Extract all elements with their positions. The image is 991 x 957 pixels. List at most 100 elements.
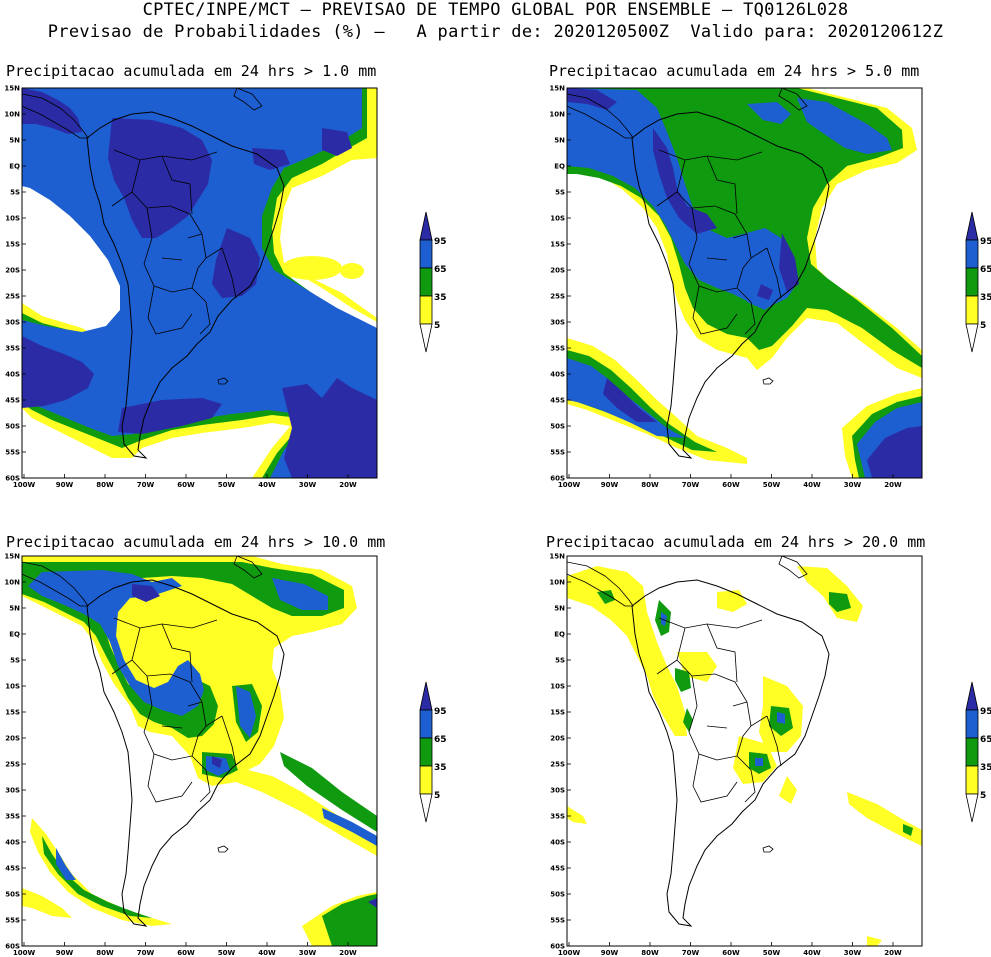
lat-tick-label: 35S <box>550 813 565 821</box>
lat-tick-label: 35S <box>550 345 565 353</box>
lon-tick-label: 20W <box>884 949 902 957</box>
lon-tick-label: 30W <box>299 481 317 489</box>
lat-tick-label: 20S <box>550 267 565 275</box>
lat-tick-label: 45S <box>5 865 20 873</box>
panel-3-title: Precipitacao acumulada em 24 hrs > 10.0 … <box>6 533 386 551</box>
panel-1-title: Precipitacao acumulada em 24 hrs > 1.0 m… <box>6 62 377 80</box>
lat-tick-label: 10S <box>550 215 565 223</box>
lat-tick-label: 20S <box>5 735 20 743</box>
colorbar-arrow-top <box>419 211 433 241</box>
lat-tick-label: 50S <box>5 891 20 899</box>
lon-tick-label: 20W <box>339 949 357 957</box>
lat-tick-label: 20S <box>5 267 20 275</box>
lat-tick-label: 30S <box>5 319 20 327</box>
lat-tick-label: 15S <box>5 241 20 249</box>
lon-tick-label: 100W <box>558 481 581 489</box>
lat-tick-label: 5N <box>554 605 565 613</box>
lon-tick-label: 20W <box>884 481 902 489</box>
lat-tick-label: 5N <box>554 137 565 145</box>
lon-tick-label: 100W <box>13 481 36 489</box>
lon-tick-label: 60W <box>177 481 195 489</box>
colorbar-label: 35 <box>980 763 991 773</box>
colorbar-segment <box>419 709 433 739</box>
lon-tick-label: 50W <box>218 949 236 957</box>
colorbar-label: 5 <box>434 321 440 331</box>
colorbar-label: 35 <box>980 293 991 303</box>
lon-tick-label: 20W <box>339 481 357 489</box>
lon-tick-label: 90W <box>56 481 74 489</box>
lat-tick-label: 15N <box>549 85 565 93</box>
lon-tick-label: 30W <box>844 949 862 957</box>
lon-tick-label: 100W <box>558 949 581 957</box>
colorbar-label: 65 <box>980 265 991 275</box>
colorbar-arrow-bottom <box>419 323 433 353</box>
lat-tick-label: EQ <box>554 631 565 639</box>
map-panel-3 <box>21 555 378 947</box>
map-panel-4 <box>566 555 923 947</box>
lon-tick-label: 80W <box>96 481 114 489</box>
lon-tick-label: 70W <box>137 481 155 489</box>
lat-tick-label: 50S <box>5 423 20 431</box>
lat-tick-label: 45S <box>550 865 565 873</box>
colorbar-arrow-bottom <box>965 793 979 823</box>
lon-tick-label: 80W <box>641 949 659 957</box>
lon-tick-label: 90W <box>601 949 619 957</box>
lat-tick-label: 10N <box>4 111 20 119</box>
lat-tick-label: 55S <box>5 449 20 457</box>
colorbar-label: 95 <box>434 237 447 247</box>
colorbar-label: 35 <box>434 293 447 303</box>
axis-labels: 15N 10N 5N EQ 5S 10S 15S 20S 25S 30S 35S 40S 45S 50S 5… <box>4 85 902 957</box>
lat-tick-label: 10S <box>5 683 20 691</box>
prob-95-area <box>567 88 922 478</box>
lon-tick-label: 100W <box>13 949 36 957</box>
lat-tick-label: 10S <box>5 215 20 223</box>
lon-tick-label: 70W <box>682 949 700 957</box>
lat-tick-label: 60S <box>5 475 20 483</box>
lat-tick-label: 60S <box>5 943 20 951</box>
lat-tick-label: 15S <box>550 241 565 249</box>
colorbar-segment <box>965 737 979 767</box>
prob-95-area <box>22 88 377 478</box>
lat-tick-label: 25S <box>5 761 20 769</box>
lon-tick-label: 60W <box>722 481 740 489</box>
lat-tick-label: EQ <box>554 163 565 171</box>
colorbar-label: 5 <box>434 791 440 801</box>
lat-tick-label: EQ <box>9 163 20 171</box>
lat-tick-label: 5N <box>9 605 20 613</box>
lat-tick-label: 60S <box>550 475 565 483</box>
prob-65-area <box>22 88 377 478</box>
lon-tick-label: 90W <box>601 481 619 489</box>
prob-95-area <box>132 584 377 908</box>
lat-tick-label: 10N <box>549 579 565 587</box>
lat-tick-label: 5S <box>10 189 20 197</box>
colorbar-label: 65 <box>434 735 447 745</box>
colorbar-label: 35 <box>434 763 447 773</box>
lat-tick-label: 40S <box>5 839 20 847</box>
colorbar-segment <box>965 267 979 297</box>
lat-tick-label: 10N <box>549 111 565 119</box>
map-panel-2 <box>566 87 923 479</box>
lon-tick-label: 80W <box>641 481 659 489</box>
colorbar-label: 95 <box>980 707 991 717</box>
lon-tick-label: 80W <box>96 949 114 957</box>
lat-tick-label: 40S <box>550 839 565 847</box>
lon-tick-label: 60W <box>177 949 195 957</box>
lat-tick-label: 55S <box>5 917 20 925</box>
figure-title: CPTEC/INPE/MCT – PREVISAO DE TEMPO GLOBA… <box>142 0 849 20</box>
colorbar-arrow-top <box>419 681 433 711</box>
lat-tick-label: 40S <box>550 371 565 379</box>
lon-tick-label: 40W <box>803 481 821 489</box>
figure-subtitle: Previsao de Probabilidades (%) – A parti… <box>47 22 944 42</box>
lat-tick-label: 40S <box>5 371 20 379</box>
lon-tick-label: 50W <box>763 949 781 957</box>
colorbar-label: 95 <box>980 237 991 247</box>
lat-tick-label: 45S <box>550 397 565 405</box>
colorbar-segment <box>419 295 433 325</box>
lon-tick-label: 50W <box>763 481 781 489</box>
colorbar-segment <box>965 295 979 325</box>
colorbar-arrow-bottom <box>965 323 979 353</box>
prob-65-area <box>28 570 377 880</box>
lat-tick-label: 25S <box>5 293 20 301</box>
colorbar-arrow-bottom <box>419 793 433 823</box>
